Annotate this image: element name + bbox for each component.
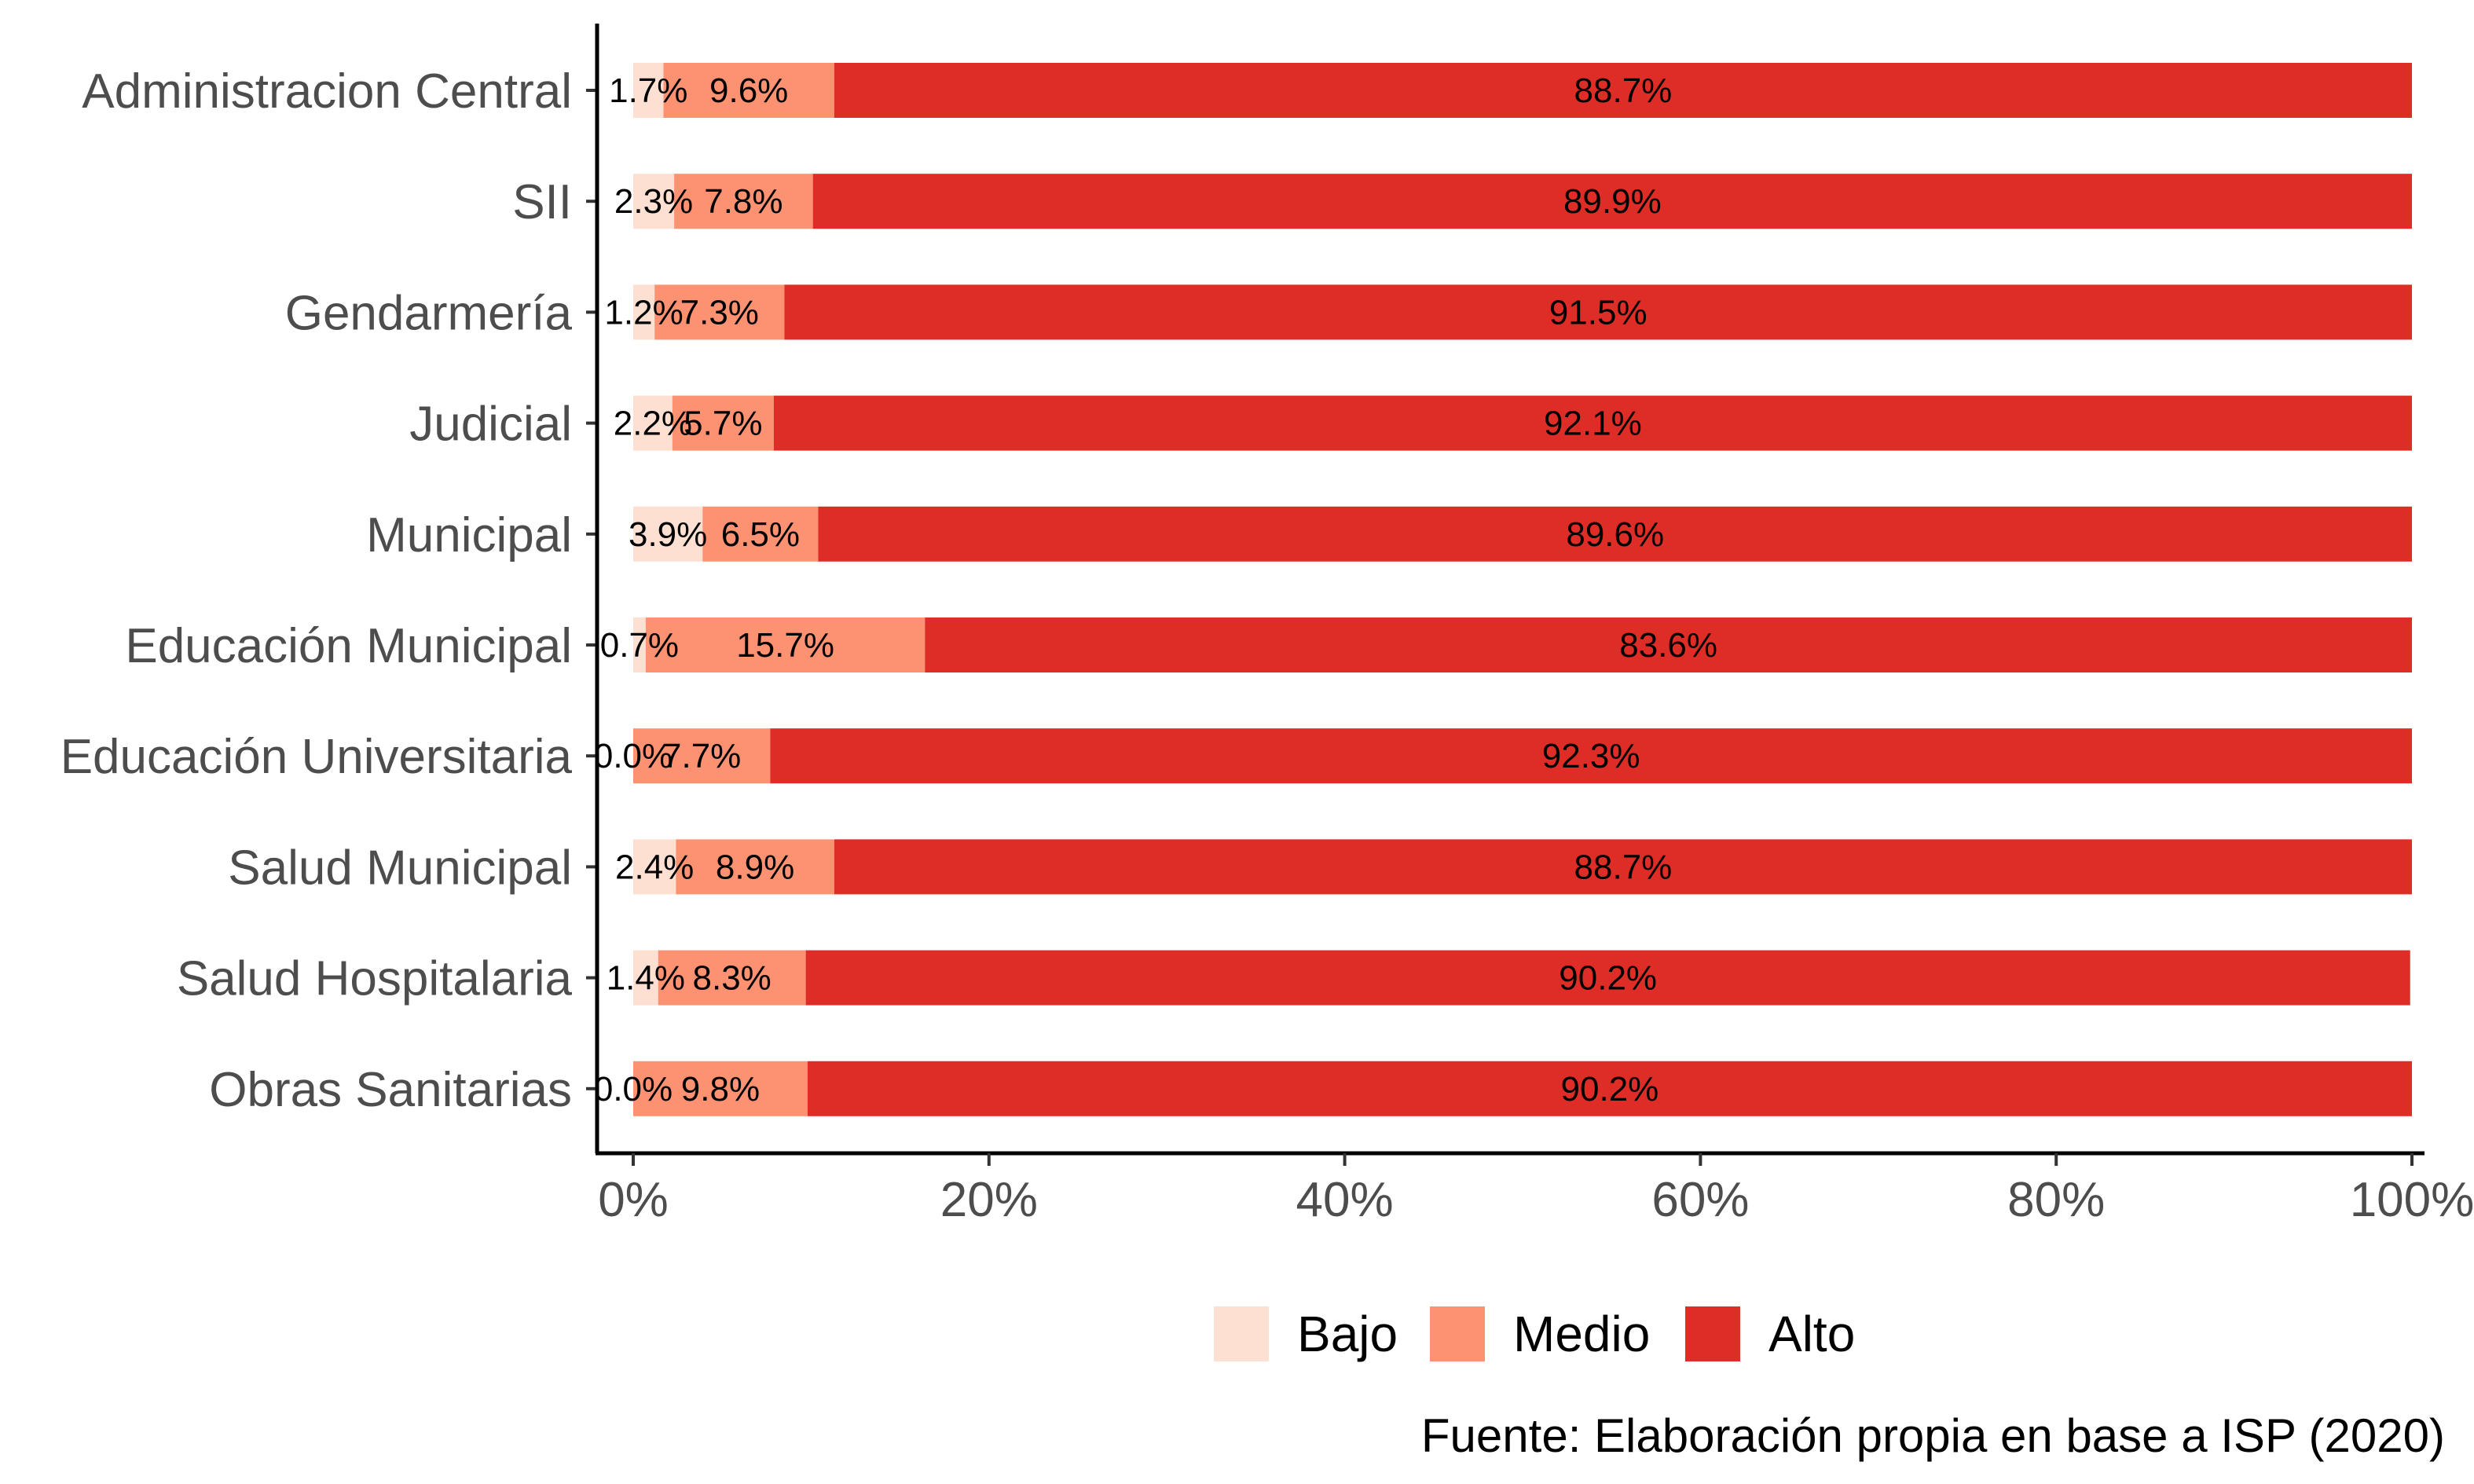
bar-alto-5 (925, 617, 2412, 672)
bar-alto-1 (812, 174, 2412, 229)
data-label-medio-9: 9.8% (681, 1070, 760, 1108)
data-label-alto-5: 83.6% (1619, 626, 1717, 665)
bar-bajo-0 (633, 63, 664, 118)
data-label-medio-5: 15.7% (736, 626, 834, 665)
bar-medio-8 (658, 950, 806, 1006)
bar-medio-6 (633, 728, 771, 784)
x-tick-label: 20% (940, 1173, 1038, 1227)
data-label-medio-1: 7.8% (704, 182, 783, 221)
bar-alto-9 (807, 1061, 2412, 1116)
x-tick-label: 60% (1651, 1173, 1749, 1227)
legend-label-alto: Alto (1768, 1306, 1855, 1362)
data-label-alto-0: 88.7% (1574, 71, 1673, 110)
bar-medio-4 (702, 506, 819, 562)
category-label: Educación Universitaria (60, 730, 573, 784)
data-label-alto-8: 90.2% (1559, 959, 1657, 998)
category-label: Municipal (366, 508, 572, 562)
category-label: Salud Hospitalaria (177, 952, 573, 1006)
bar-medio-5 (645, 617, 925, 672)
category-label: Judicial (409, 398, 572, 452)
data-label-medio-3: 5.7% (684, 405, 762, 443)
x-tick-label: 40% (1296, 1173, 1394, 1227)
bar-alto-2 (784, 284, 2413, 340)
category-label: Obras Sanitarias (209, 1063, 572, 1117)
data-label-medio-8: 8.3% (693, 959, 772, 998)
category-label: Salud Municipal (228, 841, 572, 895)
category-label: SII (512, 175, 572, 229)
bar-bajo-3 (633, 395, 673, 451)
bar-medio-0 (663, 63, 834, 118)
bars-group (633, 63, 2413, 1116)
data-label-bajo-1: 2.3% (614, 182, 693, 221)
data-label-medio-4: 6.5% (721, 515, 800, 554)
data-label-alto-2: 91.5% (1549, 293, 1648, 332)
data-label-medio-2: 7.3% (680, 293, 759, 332)
data-label-bajo-0: 1.7% (609, 71, 687, 110)
data-label-alto-4: 89.6% (1566, 515, 1664, 554)
y-axis: Administracion Central SII Gendarmería Judi… (60, 24, 599, 1153)
data-label-alto-1: 89.9% (1563, 182, 1662, 221)
data-label-alto-9: 90.2% (1561, 1070, 1659, 1108)
data-label-bajo-7: 2.4% (615, 848, 694, 886)
bar-medio-1 (674, 174, 813, 229)
data-label-bajo-5: 0.7% (600, 626, 679, 665)
bar-medio-7 (676, 839, 834, 895)
data-label-bajo-2: 1.2% (604, 293, 683, 332)
bar-bajo-7 (633, 839, 676, 895)
source-caption: Fuente: Elaboración propia en base a ISP… (1421, 1409, 2445, 1462)
category-label: Educación Municipal (125, 619, 572, 673)
legend-key-bajo (1214, 1306, 1269, 1361)
bar-alto-3 (773, 395, 2413, 451)
data-label-medio-0: 9.6% (709, 71, 788, 110)
bar-alto-8 (805, 950, 2410, 1006)
legend-label-medio: Medio (1513, 1306, 1650, 1362)
legend: Bajo Medio Alto (1214, 1306, 1855, 1362)
bar-bajo-4 (633, 506, 703, 562)
x-axis: 0% 20% 40% 60% 80% 100% (596, 1151, 2474, 1227)
bar-bajo-2 (633, 284, 655, 340)
data-label-bajo-8: 1.4% (607, 959, 685, 998)
legend-label-bajo: Bajo (1297, 1306, 1398, 1362)
bar-bajo-8 (633, 950, 658, 1006)
data-label-medio-6: 7.7% (662, 737, 741, 775)
data-label-medio-7: 8.9% (716, 848, 794, 886)
data-label-bajo-4: 3.9% (629, 515, 707, 554)
bar-medio-3 (672, 395, 774, 451)
data-label-bajo-9: 0.0% (594, 1070, 673, 1108)
bar-bajo-1 (633, 174, 675, 229)
legend-key-alto (1685, 1306, 1740, 1361)
data-label-alto-7: 88.7% (1574, 848, 1673, 886)
bar-alto-7 (834, 839, 2412, 895)
bar-alto-6 (770, 728, 2412, 784)
data-label-alto-6: 92.3% (1542, 737, 1640, 775)
data-labels-group: 1.7% 9.6% 88.7% 2.3% 7.8% 89.9% 1.2%7.3% 91.5% 2… (594, 71, 1717, 1108)
bar-medio-9 (633, 1061, 808, 1116)
legend-key-medio (1430, 1306, 1485, 1361)
data-label-alto-3: 92.1% (1544, 405, 1642, 443)
x-tick-label: 80% (2007, 1173, 2105, 1227)
x-tick-label: 100% (2350, 1173, 2474, 1227)
category-label: Administracion Central (82, 64, 572, 119)
data-label-bajo-6: 0.0% (594, 737, 673, 775)
bar-medio-2 (654, 284, 785, 340)
bar-alto-4 (818, 506, 2412, 562)
bar-alto-0 (834, 63, 2412, 118)
x-tick-label: 0% (598, 1173, 669, 1227)
data-label-bajo-3: 2.2% (614, 405, 692, 443)
category-label: Gendarmería (285, 286, 573, 340)
bar-bajo-5 (633, 617, 646, 672)
